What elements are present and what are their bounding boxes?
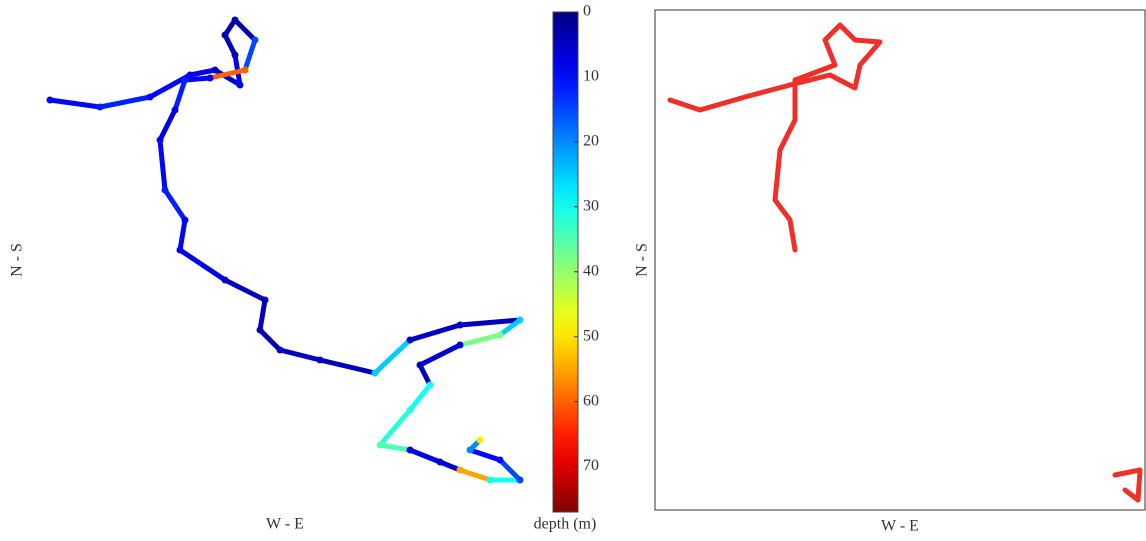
track-point — [186, 71, 194, 79]
track-point — [171, 106, 179, 114]
track-point — [406, 336, 414, 344]
track-point — [211, 66, 219, 74]
track-segment — [457, 317, 523, 328]
track-point — [316, 356, 324, 364]
track-segment — [417, 362, 433, 388]
track-segment — [232, 17, 258, 43]
track-point — [406, 406, 414, 414]
track-point — [146, 93, 154, 101]
track-point — [46, 96, 54, 104]
track-point — [466, 446, 474, 454]
track-point — [436, 458, 444, 466]
track-segment — [157, 137, 168, 193]
colorbar-tick-label: 50 — [583, 327, 599, 344]
track-point — [156, 136, 164, 144]
track-point — [241, 66, 249, 74]
x-axis-label: W - E — [266, 516, 304, 533]
track-segment — [207, 67, 248, 81]
track-line — [1112, 467, 1143, 503]
track-point — [221, 276, 229, 284]
track-segment — [317, 357, 378, 376]
track-point — [221, 31, 229, 39]
track-segment — [407, 322, 463, 343]
track-segment — [407, 447, 443, 465]
track-segment — [47, 97, 103, 110]
track-point — [456, 321, 464, 329]
track-segment — [162, 187, 188, 223]
track-point — [406, 446, 414, 454]
colorbar-tick-label: 10 — [583, 68, 599, 85]
track-segment — [467, 447, 503, 463]
track-segment — [417, 342, 463, 368]
colorbar-tick-label: 70 — [583, 457, 599, 474]
track-point — [416, 361, 424, 369]
track-point — [426, 381, 434, 389]
track-point — [456, 466, 464, 474]
y-axis-label: N - S — [634, 243, 651, 277]
track-point — [456, 341, 464, 349]
track-segment — [177, 247, 228, 283]
colorbar-tick-label: 30 — [583, 197, 599, 214]
track-segment — [497, 317, 523, 338]
colorbar-tick-label: 60 — [583, 392, 599, 409]
track-segment — [497, 457, 523, 483]
track-segment — [407, 382, 433, 413]
track-point — [371, 369, 379, 377]
track-point — [231, 51, 239, 59]
track-segment — [277, 347, 323, 363]
track-point — [176, 246, 184, 254]
colorbar-tick-label: 20 — [583, 133, 599, 150]
track-point — [256, 326, 264, 334]
track-segment — [97, 94, 153, 110]
plot-frame — [654, 9, 1146, 511]
track-line — [667, 22, 883, 253]
track-segment — [222, 277, 268, 303]
track-point — [181, 216, 189, 224]
colorbar-tick-label: 40 — [583, 262, 599, 279]
track-segment — [257, 327, 283, 353]
track-segment — [177, 217, 188, 253]
track-segment — [222, 32, 238, 58]
track-segment — [187, 67, 218, 78]
colorbar-tick-label: 0 — [583, 3, 591, 20]
track-point — [251, 36, 259, 44]
track-point — [486, 476, 494, 484]
track-segment — [377, 407, 413, 448]
track-segment — [257, 297, 268, 333]
track-point — [96, 103, 104, 111]
track-point — [181, 76, 189, 84]
y-axis-label: N - S — [9, 243, 26, 277]
track-point — [261, 296, 269, 304]
track-segment — [437, 459, 463, 473]
track-point — [236, 81, 244, 89]
track-segment — [242, 37, 258, 73]
track-segment — [172, 77, 188, 113]
track-point — [516, 476, 524, 484]
track-segment — [377, 442, 413, 453]
track-point — [476, 436, 484, 444]
track-segment — [372, 337, 413, 376]
x-axis-label: W - E — [881, 518, 919, 535]
track-point — [376, 441, 384, 449]
colorbar — [552, 11, 579, 513]
track-point — [496, 456, 504, 464]
track-segment — [457, 332, 503, 348]
track-point — [276, 346, 284, 354]
track-segment — [182, 75, 213, 83]
track-point — [206, 74, 214, 82]
colorbar-label: depth (m) — [534, 516, 597, 533]
track-segment — [212, 67, 243, 88]
track-point — [161, 186, 169, 194]
track-point — [496, 331, 504, 339]
track-segment — [457, 467, 493, 483]
track-segment — [157, 107, 178, 143]
track-point — [516, 316, 524, 324]
track-point — [231, 16, 239, 24]
